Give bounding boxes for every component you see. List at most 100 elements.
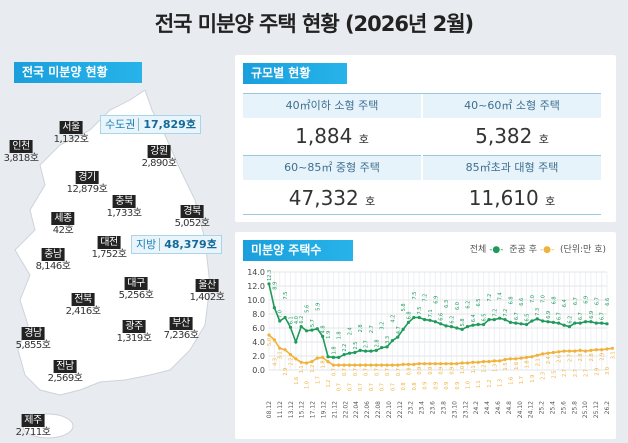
data-point [578,348,582,352]
data-point [390,339,394,343]
x-tick-label: 22.12 [397,401,404,418]
region-label: 인천 3,818호 [4,140,39,165]
region-value: 3,818호 [3,153,39,164]
data-label: 6.9 [433,296,439,304]
data-label: 2.8 [589,353,595,361]
data-label: 7.0 [278,310,284,318]
data-label: 3.3 [385,336,391,344]
data-label: 2.2 [288,358,294,366]
region-value: 8,146호 [35,261,71,272]
region-name: 대구 [124,277,148,290]
region-name: 충남 [41,248,65,261]
region-value: 12,879호 [66,184,108,195]
x-tick-label: 23.8 [440,401,447,415]
region-value: 1,319호 [116,333,152,344]
data-point [562,349,566,353]
data-label: 1.6 [294,377,300,385]
data-point [272,338,276,342]
size-heading: 규모별 현황 [243,63,347,84]
region-value: 2,416호 [65,306,101,317]
cell-value: 5,382 호 [423,118,601,154]
data-point [422,362,427,366]
x-tick-label: 23.6 [430,401,437,415]
data-point [406,320,411,324]
data-point [503,357,507,362]
data-point [304,329,309,333]
data-label: 0.9 [433,382,439,390]
data-label: 2.3 [541,372,547,380]
value-number: 5,382 [475,124,533,148]
data-label: 6.8 [406,311,412,319]
region-label: 전남 2,569호 [48,360,83,385]
data-point [310,360,314,364]
data-point [380,346,384,350]
data-label: 0.7 [374,368,380,376]
data-label: 6.8 [508,296,514,304]
data-point [406,362,411,366]
data-label: 1.6 [508,377,514,385]
data-point [557,321,561,325]
region-name: 광주 [122,320,146,333]
data-label: 0.7 [390,383,396,391]
data-point [492,359,496,363]
data-label: 2.9 [594,368,600,376]
data-label: 5.0 [267,338,273,346]
y-tick-label: 8.0 [252,310,265,319]
data-label: 2.2 [342,344,348,352]
size-cell: 40㎡이하 소형 주택 1,884 호 [243,94,421,154]
data-point [331,355,335,359]
data-point [417,362,421,366]
summary-value: 48,379호 [159,238,217,251]
data-point [605,322,609,326]
data-label: 7.3 [535,308,541,316]
data-point [358,363,362,367]
data-point [567,349,572,353]
data-label: 1.6 [514,362,520,370]
chart-card: 미분양 주택수 전체 -●- 준공 후 -●- (단위:만 호) 0.0 2.0 4… [235,232,616,439]
data-label: 1.5 [503,363,509,371]
line-chart: 0.0 2.0 4.0 6.0 8.0 10.0 12.0 14.0 08.12 11.12 13.… [247,268,616,418]
data-label: 0.9 [417,367,423,375]
data-label: 2.7 [573,369,579,377]
data-point [358,348,362,352]
data-label: 4.3 [272,358,278,366]
data-label: 0.7 [342,368,348,376]
size-cell: 40~60㎡ 소형 주택 5,382 호 [423,94,601,154]
y-tick-label: 12.0 [247,282,265,291]
unit: 호 [545,195,556,208]
region-label: 부산 7,236호 [164,317,199,342]
data-label: 0.9 [444,382,450,390]
data-point [508,320,513,324]
data-label: 7.5 [283,292,289,300]
data-point [551,350,555,355]
data-point [487,360,491,364]
data-point [353,363,357,367]
region-name: 강원 [147,145,171,158]
region-name: 전북 [71,293,95,306]
local-area-summary: 지방 48,379호 [131,235,222,254]
data-label: 0.8 [412,382,418,390]
data-label: 6.7 [578,312,584,320]
unit: 호 [365,195,376,208]
y-tick-label: 2.0 [252,352,265,361]
data-point [460,361,464,365]
data-label: 2.6 [557,355,563,363]
data-point [374,348,378,352]
size-cell: 60~85㎡ 중형 주택 47,332 호 [243,155,421,216]
data-point [444,362,448,366]
value-number: 1,884 [295,124,353,148]
legend-orange-line-icon: -●- [539,245,555,255]
chart-heading: 미분양 주택수 [243,240,353,261]
data-label: 2.8 [374,339,380,347]
data-label: 6.7 [594,297,600,305]
data-point [589,320,593,324]
data-point [272,306,276,310]
value-number: 11,610 [468,186,539,210]
data-point [465,361,470,365]
data-label: 2.1 [535,358,541,366]
data-point [573,349,577,353]
x-tick-label: 23.4 [419,401,426,415]
legend-green-line-icon: -●- [489,245,504,255]
x-tick-label: 25.10 [582,401,589,418]
value-number: 47,332 [288,186,359,210]
